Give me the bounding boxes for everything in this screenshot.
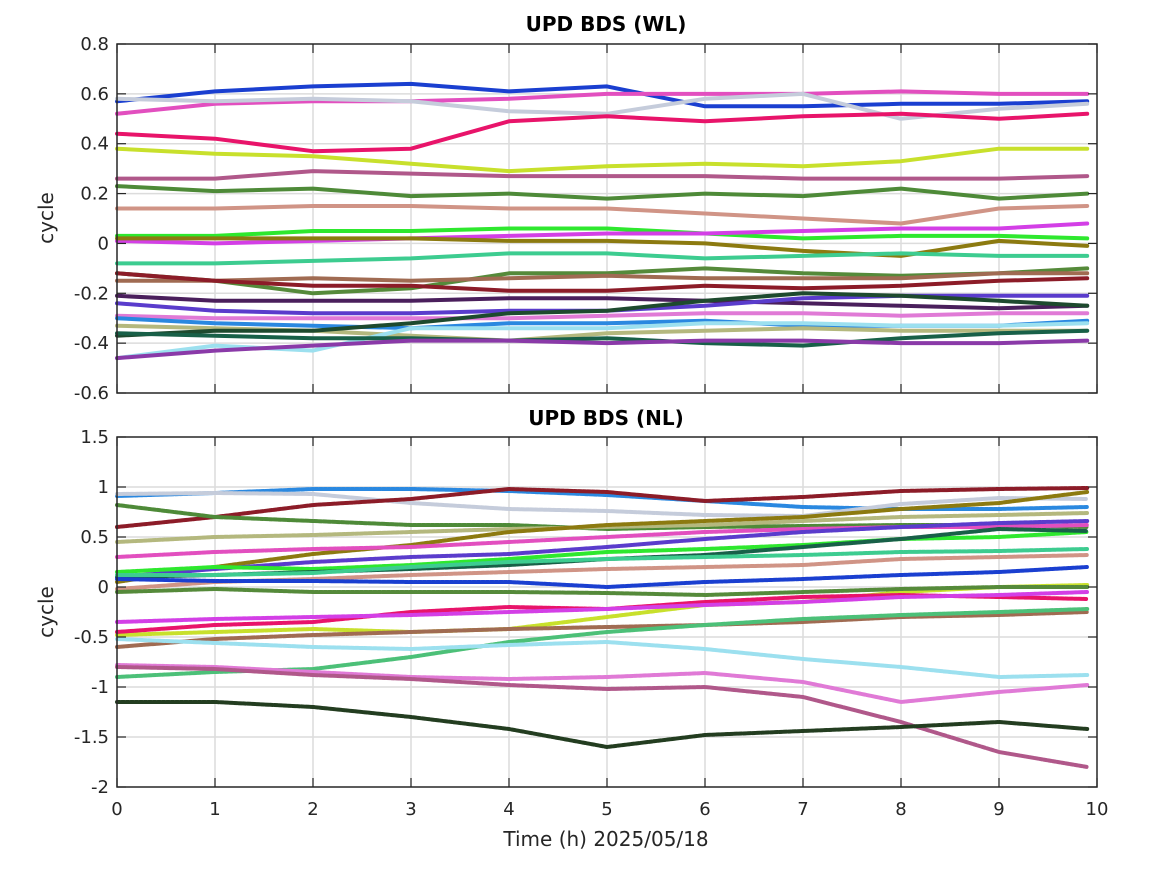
- wl-y-tick-label: 0: [98, 233, 109, 254]
- nl-series-line-22: [115, 700, 1090, 749]
- nl-x-tick-label: 10: [1086, 799, 1109, 820]
- nl-y-tick-label: -1.5: [74, 727, 109, 748]
- nl-x-tick-label: 5: [601, 799, 612, 820]
- wl-y-tick-label: -0.2: [74, 283, 109, 304]
- wl-series-line-22: [115, 328, 1090, 348]
- nl-x-tick-label: 8: [895, 799, 906, 820]
- nl-x-axis-label: Time (h) 2025/05/18: [502, 827, 708, 851]
- wl-series-line-6: [115, 184, 1090, 201]
- wl-ticks: -0.6 -0.4 -0.2 0 0.2 0.4 0.6 0.8: [74, 34, 1098, 404]
- wl-grid: [117, 44, 1097, 393]
- nl-x-tick-label: 3: [405, 799, 416, 820]
- wl-series-line-14: [115, 271, 1090, 293]
- nl-series-line-20: [115, 663, 1090, 704]
- wl-series-line-13: [115, 271, 1090, 283]
- nl-ticks: 0 1 2 3 4 5 6 7 8 9 10 -2 -1.5 -1 -0.5 0 0.5 1 1.5: [74, 427, 1109, 820]
- wl-chart-title: UPD BDS (WL): [526, 12, 687, 36]
- wl-series-line-15: [115, 293, 1090, 311]
- nl-series-line-12: [115, 565, 1090, 589]
- wl-series-line-4: [115, 146, 1090, 174]
- nl-y-tick-label: 0: [98, 577, 109, 598]
- nl-y-tick-label: 1: [98, 477, 109, 498]
- wl-series-line-17: [115, 311, 1090, 321]
- wl-series-line-5: [115, 169, 1090, 181]
- wl-y-tick-label: 0.8: [80, 34, 109, 55]
- nl-series-line-5: [115, 490, 1090, 584]
- nl-axes: UPD BDS (NL) cycle Time (h) 2025/05/18 0…: [34, 406, 1108, 851]
- nl-x-tick-label: 6: [699, 799, 710, 820]
- nl-chart-title: UPD BDS (NL): [528, 406, 683, 430]
- wl-axes: UPD BDS (WL) cycle -0.6 -0.4 -0.2 0 0.2 0.4 0.…: [34, 12, 1098, 404]
- nl-x-tick-label: 7: [797, 799, 808, 820]
- nl-y-tick-label: -0.5: [74, 627, 109, 648]
- nl-x-tick-label: 1: [209, 799, 220, 820]
- wl-series-line-1: [115, 89, 1090, 116]
- nl-series-line-14: [115, 585, 1090, 597]
- nl-series-line-17: [115, 610, 1090, 649]
- nl-series-line-10: [115, 547, 1090, 577]
- nl-y-tick-label: -2: [91, 777, 109, 798]
- wl-y-tick-label: 0.4: [80, 134, 109, 155]
- nl-series-line-8: [115, 530, 1090, 574]
- wl-series-line-7: [115, 204, 1090, 226]
- wl-series-line-23: [115, 338, 1090, 361]
- wl-series-line-0: [115, 81, 1090, 109]
- nl-series-line-1: [115, 491, 1090, 518]
- nl-series-line-19: [115, 637, 1090, 679]
- nl-y-tick-label: -1: [91, 677, 109, 698]
- nl-series-line-2: [115, 486, 1090, 529]
- nl-y-axis-label: cycle: [34, 586, 58, 638]
- wl-series-line-10: [115, 236, 1090, 258]
- wl-series-line-9: [115, 221, 1090, 246]
- wl-series-layer: [115, 81, 1090, 361]
- wl-series-line-20: [115, 291, 1090, 338]
- nl-y-tick-label: 1.5: [80, 427, 109, 448]
- nl-x-tick-label: 2: [307, 799, 318, 820]
- nl-y-tick-label: 0.5: [80, 527, 109, 548]
- wl-y-axis-label: cycle: [34, 192, 58, 244]
- nl-series-layer: [115, 486, 1090, 769]
- nl-x-tick-label: 4: [503, 799, 514, 820]
- nl-series-line-21: [115, 665, 1090, 769]
- wl-series-line-8: [115, 226, 1090, 241]
- wl-y-tick-label: -0.4: [74, 333, 109, 354]
- nl-x-tick-label: 0: [111, 799, 122, 820]
- wl-y-tick-label: 0.2: [80, 184, 109, 205]
- nl-x-tick-label: 9: [993, 799, 1004, 820]
- wl-series-line-11: [115, 251, 1090, 266]
- wl-y-tick-label: -0.6: [74, 383, 109, 404]
- wl-series-line-3: [115, 111, 1090, 154]
- nl-series-line-16: [115, 590, 1090, 624]
- wl-y-tick-label: 0.6: [80, 84, 109, 105]
- nl-series-line-7: [115, 519, 1090, 579]
